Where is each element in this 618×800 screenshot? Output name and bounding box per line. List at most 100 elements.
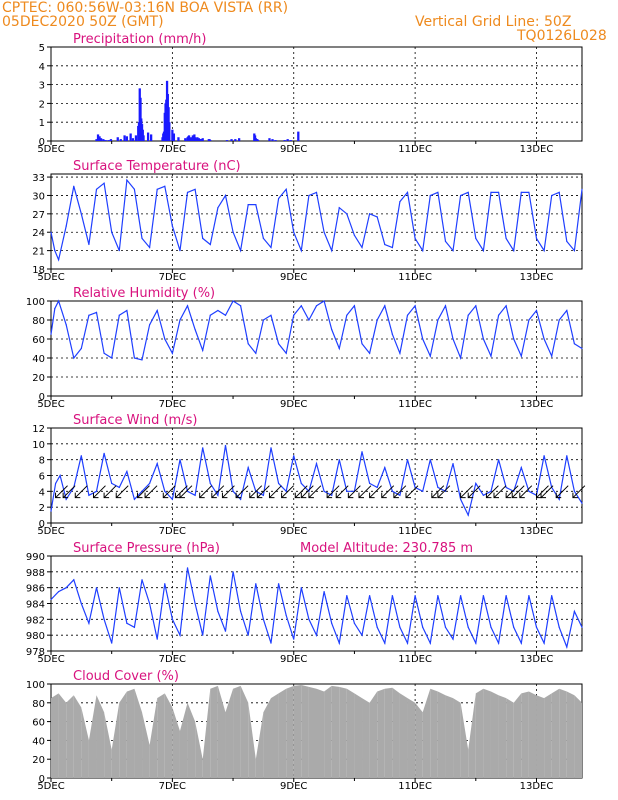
wind-arrowhead <box>335 492 342 499</box>
wind-arrowhead <box>437 492 443 499</box>
temp-point <box>406 191 409 193</box>
cloud-area-segment <box>490 691 499 778</box>
cloud-area-segment <box>574 695 582 778</box>
wind-arrow <box>300 485 314 499</box>
rh-xtick-label: 7DEC <box>159 399 186 410</box>
temp-point <box>399 200 401 203</box>
precip-ytick-label: 3 <box>39 81 45 92</box>
rh-point <box>558 319 560 321</box>
wind-ytick-label: 6 <box>39 472 45 483</box>
pres-point <box>270 642 272 644</box>
rh-point <box>376 319 378 321</box>
temp-point <box>217 207 219 209</box>
cloud-area-segment <box>399 693 408 778</box>
pres-xtick-label: 13DEC <box>520 654 554 665</box>
rh-point <box>361 343 363 345</box>
precip-bar <box>116 137 119 141</box>
temp-point <box>262 237 264 239</box>
temp-point <box>513 250 515 252</box>
pres-ytick-label: 988 <box>26 568 45 579</box>
rh-point <box>293 314 295 316</box>
pres-point <box>331 622 333 624</box>
cloud-area-segment <box>157 693 165 778</box>
wind-arrow <box>199 485 213 499</box>
wind-arrowhead <box>505 492 512 499</box>
precip-bar <box>171 129 174 141</box>
wind-arrowhead <box>467 492 474 499</box>
wind-point <box>217 494 219 496</box>
temp-point <box>414 237 416 239</box>
rh-point <box>399 352 401 354</box>
cloud-ytick-label: 0 <box>39 774 45 785</box>
wind-arrow <box>505 485 519 499</box>
temp-point <box>308 194 310 197</box>
wind-arrowhead <box>199 492 205 499</box>
pres-point <box>80 602 82 605</box>
pres-point <box>217 610 219 613</box>
temp-point <box>573 250 576 252</box>
precip-bar <box>283 140 286 141</box>
wind-point <box>300 482 302 485</box>
rh-point <box>331 328 333 331</box>
wind-arrowhead <box>55 492 61 499</box>
rh-point <box>57 300 60 302</box>
pres-point <box>293 638 295 640</box>
wind-arrowhead <box>144 492 151 499</box>
precip-bar <box>104 140 107 141</box>
wind-arrow <box>269 485 282 499</box>
rh-point <box>566 309 568 312</box>
rh-point <box>224 314 227 316</box>
rh-point <box>270 314 272 316</box>
wind-xtick-label: 11DEC <box>398 526 432 537</box>
rh-ytick-label: 20 <box>32 373 45 384</box>
pres-point <box>156 638 158 640</box>
rh-xtick-label: 5DEC <box>37 399 64 410</box>
cloud-area-segment <box>453 698 461 778</box>
header-line1: CPTEC: 060:56W-03:16N BOA VISTA (RR) <box>2 0 289 16</box>
rh-point <box>581 347 583 350</box>
precip-bar <box>256 140 260 141</box>
wind-arrowhead <box>174 492 181 499</box>
rh-point <box>338 347 340 350</box>
pres-point <box>566 646 568 648</box>
rh-point <box>95 311 98 313</box>
rh-point <box>444 305 447 307</box>
temp-point <box>103 182 105 184</box>
temp-point <box>482 250 484 252</box>
wind-xtick-label: 5DEC <box>37 526 64 537</box>
pres-point <box>88 622 90 624</box>
wind-point <box>543 455 545 457</box>
rh-point <box>437 319 439 321</box>
temp-ytick-label: 30 <box>32 191 45 202</box>
wind-point <box>293 455 295 457</box>
cloud-area-segment <box>233 685 241 778</box>
wind-arrow <box>308 485 322 499</box>
rh-point <box>414 305 416 307</box>
temp-point <box>444 240 447 243</box>
wind-ytick-label: 4 <box>39 487 45 498</box>
temp-point <box>141 237 143 239</box>
cloud-area-segment <box>528 691 537 778</box>
wind-point <box>346 490 348 492</box>
cloud-area-segment <box>51 693 59 778</box>
temp-point <box>54 250 56 252</box>
cloud-area-segment <box>346 688 355 778</box>
wind-arrow <box>62 485 76 499</box>
rh-point <box>300 305 302 307</box>
wind-arrowhead <box>519 492 525 499</box>
pres-point <box>475 642 477 644</box>
wind-point <box>88 494 90 496</box>
rh-ytick-label: 60 <box>32 335 45 346</box>
temp-point <box>558 191 560 193</box>
cloud-area-segment <box>521 691 529 778</box>
rh-point <box>209 314 211 316</box>
pres-point <box>240 610 242 613</box>
temp-point <box>475 237 477 239</box>
precip-ytick-label: 2 <box>39 99 45 110</box>
wind-arrow <box>74 485 88 499</box>
wind-xtick-label: 7DEC <box>159 526 186 537</box>
wind-point <box>331 494 333 496</box>
pres-point <box>300 587 302 589</box>
wind-arrow <box>93 485 106 499</box>
